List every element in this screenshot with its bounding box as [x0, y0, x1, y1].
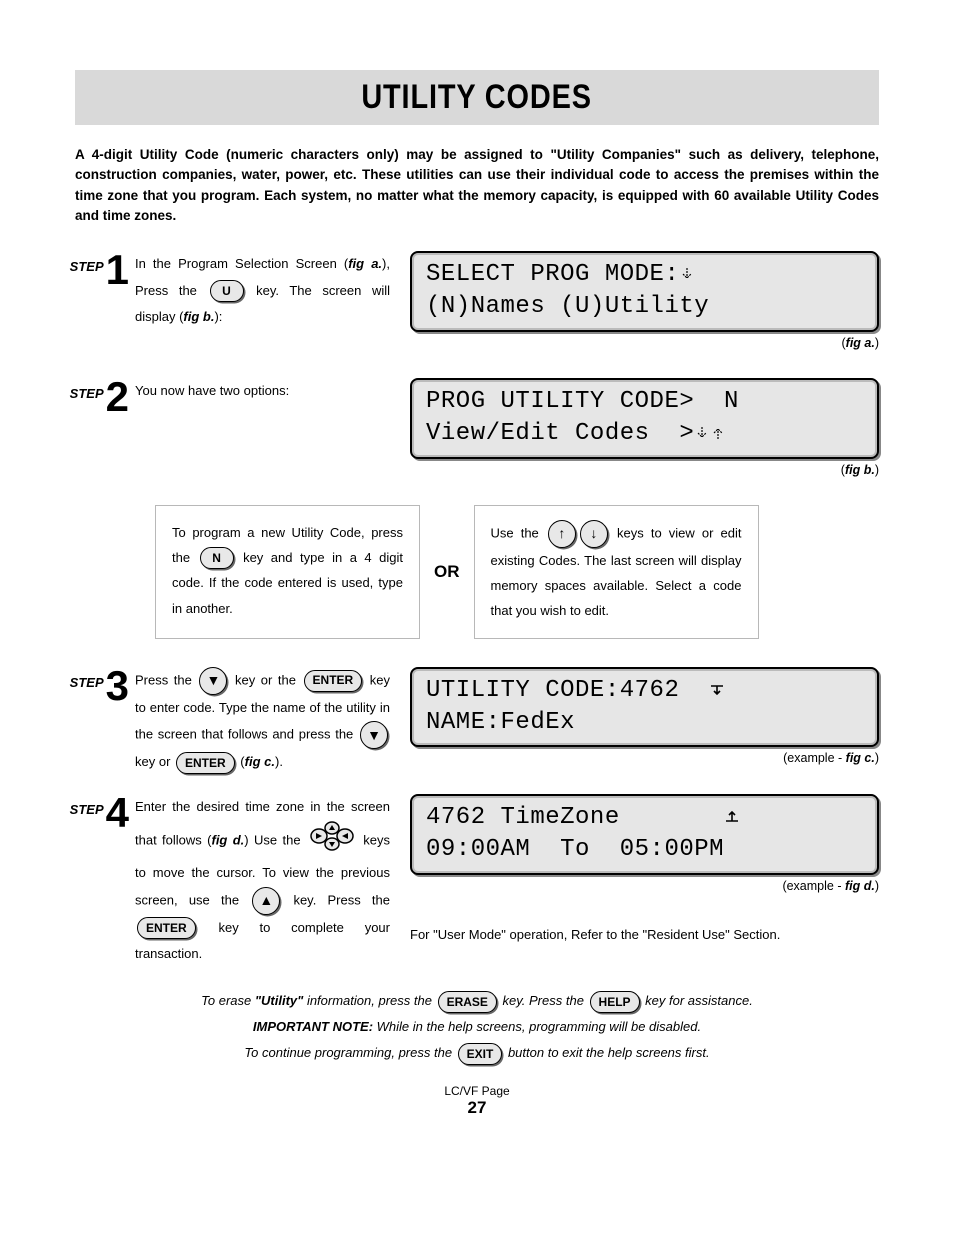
or-label: OR [434, 562, 460, 582]
caption-b: (fig b.) [410, 463, 879, 477]
step-2-num: 2 [106, 378, 129, 416]
step-1: STEP 1 In the Program Selection Screen (… [75, 251, 879, 360]
option-right: Use the ↑↓ keys to view or edit existing… [474, 505, 759, 639]
enter-key: ENTER [176, 752, 235, 774]
down-triangle-key: ▼ [360, 721, 388, 749]
step-4: STEP 4 Enter the desired time zone in th… [75, 794, 879, 968]
option-left: To program a new Utility Code, press the… [155, 505, 420, 639]
step-word: STEP [70, 259, 104, 274]
step-3-text: Press the ▼ key or the ENTER key to ente… [135, 667, 390, 776]
down-triangle-key: ▼ [199, 667, 227, 695]
enter-key: ENTER [304, 670, 363, 692]
step-2: STEP 2 You now have two options: PROG UT… [75, 378, 879, 487]
step-1-label: STEP 1 [75, 251, 135, 289]
steps-area: STEP 1 In the Program Selection Screen (… [75, 251, 879, 968]
caption-a: (fig a.) [410, 336, 879, 350]
n-key: N [200, 547, 234, 569]
caption-c: (example - fig c.) [410, 751, 879, 765]
exit-key: EXIT [458, 1043, 503, 1065]
user-mode-note: For "User Mode" operation, Refer to the … [410, 927, 879, 942]
title-bar: UTILITY CODES [75, 70, 879, 125]
page-number: 27 [75, 1098, 879, 1118]
page-footer: LC/VF Page 27 [75, 1084, 879, 1118]
step-1-text: In the Program Selection Screen (fig a.)… [135, 251, 390, 360]
options-row: To program a new Utility Code, press the… [155, 505, 879, 639]
intro-paragraph: A 4-digit Utility Code (numeric characte… [75, 145, 879, 226]
step-word: STEP [70, 675, 104, 690]
step-3-label: STEP 3 [75, 667, 135, 705]
step-3-num: 3 [106, 667, 129, 705]
lcd-fig-c: UTILITY CODE:4762 NAME:FedEx [410, 667, 879, 748]
erase-key: ERASE [438, 991, 497, 1013]
step-4-text: Enter the desired time zone in the scree… [135, 794, 390, 968]
page-label: LC/VF Page [444, 1084, 509, 1098]
up-arrow-key: ↑ [548, 520, 576, 548]
step-word: STEP [70, 802, 104, 817]
step-word: STEP [70, 386, 104, 401]
down-arrow-key: ↓ [580, 520, 608, 548]
help-key: HELP [590, 991, 640, 1013]
caption-d: (example - fig d.) [410, 879, 879, 893]
lcd-fig-d: 4762 TimeZone 09:00AM To 05:00PM [410, 794, 879, 875]
u-key: U [210, 280, 244, 302]
lcd-fig-a: SELECT PROG MODE: (N)Names (U)Utility [410, 251, 879, 332]
page-title: UTILITY CODES [362, 78, 592, 117]
dpad-icon [310, 821, 354, 861]
lcd-fig-b: PROG UTILITY CODE> N View/Edit Codes > [410, 378, 879, 459]
step-3: STEP 3 Press the ▼ key or the ENTER key … [75, 667, 879, 776]
step-1-num: 1 [106, 251, 129, 289]
enter-key: ENTER [137, 917, 196, 939]
step-2-label: STEP 2 [75, 378, 135, 416]
up-triangle-key: ▲ [252, 887, 280, 915]
step-2-text: You now have two options: [135, 378, 390, 487]
step-4-num: 4 [106, 794, 129, 832]
step-4-label: STEP 4 [75, 794, 135, 832]
footer-notes: To erase "Utility" information, press th… [75, 988, 879, 1066]
